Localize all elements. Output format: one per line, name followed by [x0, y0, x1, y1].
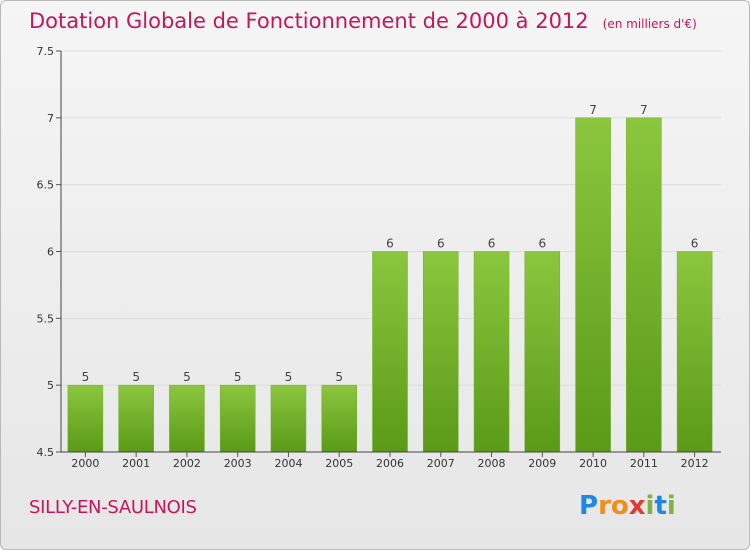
y-tick-label: 6.5	[37, 179, 55, 192]
bar-value-label: 5	[285, 370, 293, 384]
y-tick-label: 5	[47, 379, 54, 392]
logo-letter: r	[598, 491, 611, 521]
bar-2007	[423, 251, 459, 453]
x-tick-label: 2009	[528, 457, 556, 470]
bar-value-label: 5	[132, 370, 140, 384]
x-tick-label: 2003	[224, 457, 252, 470]
x-tick-label: 2012	[681, 457, 709, 470]
bar-2012	[676, 251, 713, 453]
bar-value-label: 6	[386, 237, 394, 251]
proxiti-logo: Proxiti	[579, 491, 676, 521]
bar-value-label: 5	[82, 370, 90, 384]
bar-value-label: 5	[234, 370, 242, 384]
y-tick-label: 7.5	[37, 45, 55, 58]
x-tick-label: 2008	[478, 457, 506, 470]
chart-subtitle: (en milliers d'€)	[602, 17, 697, 31]
logo-letter: o	[610, 491, 629, 521]
x-tick-label: 2005	[325, 457, 353, 470]
logo-letter: P	[579, 491, 599, 521]
y-tick-label: 5.5	[37, 312, 55, 325]
bar-value-label: 7	[640, 103, 648, 117]
y-tick-label: 7	[47, 112, 54, 125]
x-tick-label: 2001	[122, 457, 150, 470]
axis-layer: 4.5 5 5.5 6 6.5 7 7.5 2000 2001 2002 2003 2004 2005 2…	[37, 45, 721, 470]
city-name: SILLY-EN-SAULNOIS	[29, 497, 197, 518]
bar-2000	[67, 384, 104, 453]
bar-value-label: 6	[488, 237, 496, 251]
y-tick-label: 4.5	[37, 446, 55, 459]
logo-letter: t	[654, 491, 667, 521]
x-tick-label: 2010	[579, 457, 607, 470]
bar-2005	[321, 384, 357, 453]
bar-layer: 5 5 5 5 5 5 6 6 6 6 7 7 6	[67, 103, 713, 453]
logo-letter: i	[645, 491, 655, 521]
bar-value-label: 5	[183, 370, 191, 384]
bar-value-label: 6	[538, 237, 546, 251]
bar-value-label: 7	[589, 103, 597, 117]
x-tick-label: 2004	[274, 457, 302, 470]
x-tick-label: 2002	[173, 457, 201, 470]
bar-2011	[626, 117, 662, 453]
chart-title-text: Dotation Globale de Fonctionnement de 20…	[29, 9, 589, 33]
logo-letter: x	[628, 491, 646, 521]
x-tick-label: 2007	[427, 457, 455, 470]
bar-2010	[575, 117, 611, 453]
bar-2002	[169, 384, 205, 453]
bar-value-label: 6	[691, 237, 699, 251]
logo-letter: i	[666, 491, 676, 521]
chart-title: Dotation Globale de Fonctionnement de 20…	[29, 9, 697, 33]
x-tick-label: 2011	[630, 457, 658, 470]
bar-2004	[270, 384, 307, 453]
bar-2003	[219, 384, 256, 453]
y-tick-label: 6	[47, 246, 54, 259]
bar-2001	[118, 384, 154, 453]
bar-value-label: 5	[335, 370, 343, 384]
bar-value-label: 6	[437, 237, 445, 251]
bar-2006	[372, 251, 408, 453]
bar-2008	[473, 251, 510, 453]
bar-2009	[524, 251, 561, 453]
x-tick-label: 2006	[376, 457, 404, 470]
x-tick-label: 2000	[71, 457, 99, 470]
